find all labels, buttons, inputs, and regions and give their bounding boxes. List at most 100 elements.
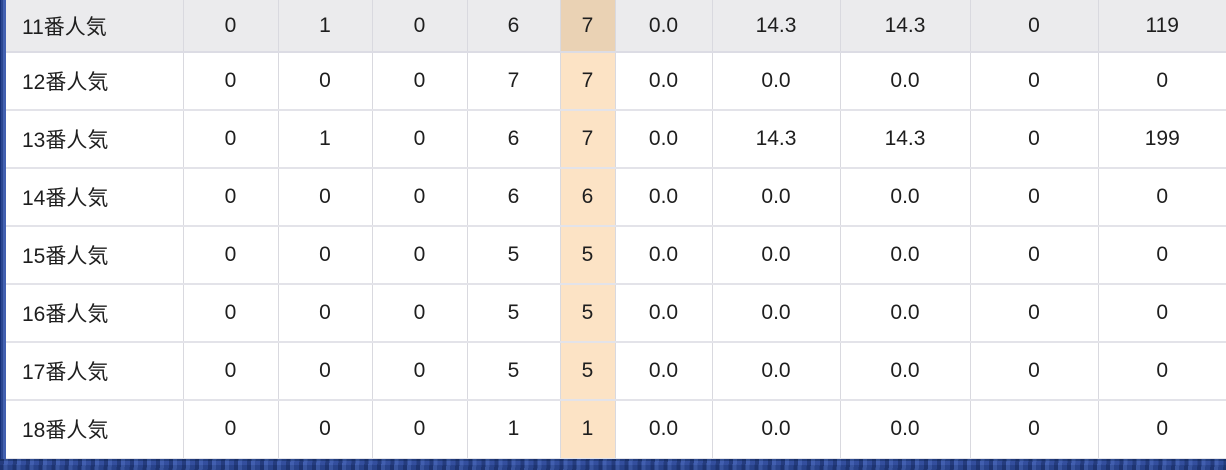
row-label: 16番人気 — [6, 284, 184, 343]
cell: 1 — [278, 110, 373, 169]
cell: 0 — [1098, 284, 1226, 343]
cell: 14.3 — [712, 110, 841, 169]
cell: 14.3 — [840, 0, 971, 53]
cell: 0.0 — [615, 342, 713, 401]
cell: 0.0 — [712, 342, 841, 401]
cell: 0.0 — [615, 0, 713, 53]
cell: 0.0 — [840, 52, 971, 111]
cell: 119 — [1098, 0, 1226, 53]
cell: 0 — [278, 342, 373, 401]
table-row: 17番人気 0 0 0 5 5 0.0 0.0 0.0 0 0 — [6, 342, 1226, 401]
table-row: 16番人気 0 0 0 5 5 0.0 0.0 0.0 0 0 — [6, 284, 1226, 343]
cell: 0 — [372, 284, 468, 343]
blue-left-border — [0, 0, 6, 470]
cell: 0.0 — [615, 52, 713, 111]
cell: 0.0 — [615, 168, 713, 227]
cell: 0.0 — [712, 284, 841, 343]
table-body: 11番人気 0 1 0 6 7 0.0 14.3 14.3 0 119 12番人… — [6, 0, 1226, 459]
highlighted-cell: 5 — [560, 342, 616, 401]
cell: 0 — [1098, 400, 1226, 459]
highlighted-cell: 7 — [560, 52, 616, 111]
cell: 0 — [372, 400, 468, 459]
cell: 0.0 — [712, 168, 841, 227]
table-row: 13番人気 0 1 0 6 7 0.0 14.3 14.3 0 199 — [6, 110, 1226, 169]
cell: 5 — [467, 226, 561, 285]
highlighted-cell: 7 — [560, 110, 616, 169]
cell: 0.0 — [615, 400, 713, 459]
cell: 0 — [183, 342, 279, 401]
cell: 0 — [1098, 52, 1226, 111]
cell: 5 — [467, 284, 561, 343]
cell: 0 — [372, 342, 468, 401]
cell: 0.0 — [840, 342, 971, 401]
cell: 7 — [467, 52, 561, 111]
cell: 0 — [278, 284, 373, 343]
highlighted-cell: 6 — [560, 168, 616, 227]
cell: 0.0 — [615, 110, 713, 169]
cell: 0 — [970, 284, 1099, 343]
table-row: 11番人気 0 1 0 6 7 0.0 14.3 14.3 0 119 — [6, 0, 1226, 53]
table-row: 12番人気 0 0 0 7 7 0.0 0.0 0.0 0 0 — [6, 52, 1226, 111]
cell: 199 — [1098, 110, 1226, 169]
cell: 0.0 — [840, 400, 971, 459]
cell: 0 — [372, 226, 468, 285]
cell: 0.0 — [840, 226, 971, 285]
cell: 6 — [467, 0, 561, 53]
cell: 0.0 — [712, 226, 841, 285]
cell: 0 — [1098, 168, 1226, 227]
cell: 14.3 — [712, 0, 841, 53]
cell: 0 — [183, 168, 279, 227]
cell: 0 — [372, 52, 468, 111]
row-label: 11番人気 — [6, 0, 184, 53]
row-label: 12番人気 — [6, 52, 184, 111]
cell: 0.0 — [712, 52, 841, 111]
cell: 0.0 — [712, 400, 841, 459]
cell: 0 — [970, 400, 1099, 459]
cell: 0 — [278, 400, 373, 459]
row-label: 15番人気 — [6, 226, 184, 285]
cell: 0 — [372, 0, 468, 53]
cell: 0 — [183, 110, 279, 169]
highlighted-cell: 7 — [560, 0, 616, 53]
cell: 0 — [970, 226, 1099, 285]
popularity-stats-table: 11番人気 0 1 0 6 7 0.0 14.3 14.3 0 119 12番人… — [6, 0, 1226, 459]
cell: 0.0 — [615, 284, 713, 343]
cell: 0 — [1098, 342, 1226, 401]
cell: 1 — [278, 0, 373, 53]
cell: 0 — [278, 52, 373, 111]
cell: 0 — [183, 284, 279, 343]
cell: 0 — [183, 226, 279, 285]
cell: 6 — [467, 168, 561, 227]
cell: 6 — [467, 110, 561, 169]
cell: 0 — [372, 168, 468, 227]
cell: 0 — [970, 0, 1099, 53]
cell: 0.0 — [615, 226, 713, 285]
highlighted-cell: 5 — [560, 226, 616, 285]
cell: 0 — [970, 342, 1099, 401]
row-label: 18番人気 — [6, 400, 184, 459]
blue-bottom-border — [0, 459, 1226, 470]
table-row: 14番人気 0 0 0 6 6 0.0 0.0 0.0 0 0 — [6, 168, 1226, 227]
cell: 0 — [1098, 226, 1226, 285]
row-label: 14番人気 — [6, 168, 184, 227]
table-row: 15番人気 0 0 0 5 5 0.0 0.0 0.0 0 0 — [6, 226, 1226, 285]
cell: 0.0 — [840, 284, 971, 343]
cell: 0 — [372, 110, 468, 169]
cell: 0 — [970, 168, 1099, 227]
row-label: 13番人気 — [6, 110, 184, 169]
cell: 1 — [467, 400, 561, 459]
cell: 0 — [278, 168, 373, 227]
cell: 5 — [467, 342, 561, 401]
cell: 0 — [278, 226, 373, 285]
cell: 0.0 — [840, 168, 971, 227]
highlighted-cell: 5 — [560, 284, 616, 343]
row-label: 17番人気 — [6, 342, 184, 401]
cell: 0 — [183, 52, 279, 111]
cell: 0 — [970, 110, 1099, 169]
cell: 14.3 — [840, 110, 971, 169]
cell: 0 — [183, 400, 279, 459]
cell: 0 — [970, 52, 1099, 111]
cell: 0 — [183, 0, 279, 53]
table-row: 18番人気 0 0 0 1 1 0.0 0.0 0.0 0 0 — [6, 400, 1226, 459]
highlighted-cell: 1 — [560, 400, 616, 459]
